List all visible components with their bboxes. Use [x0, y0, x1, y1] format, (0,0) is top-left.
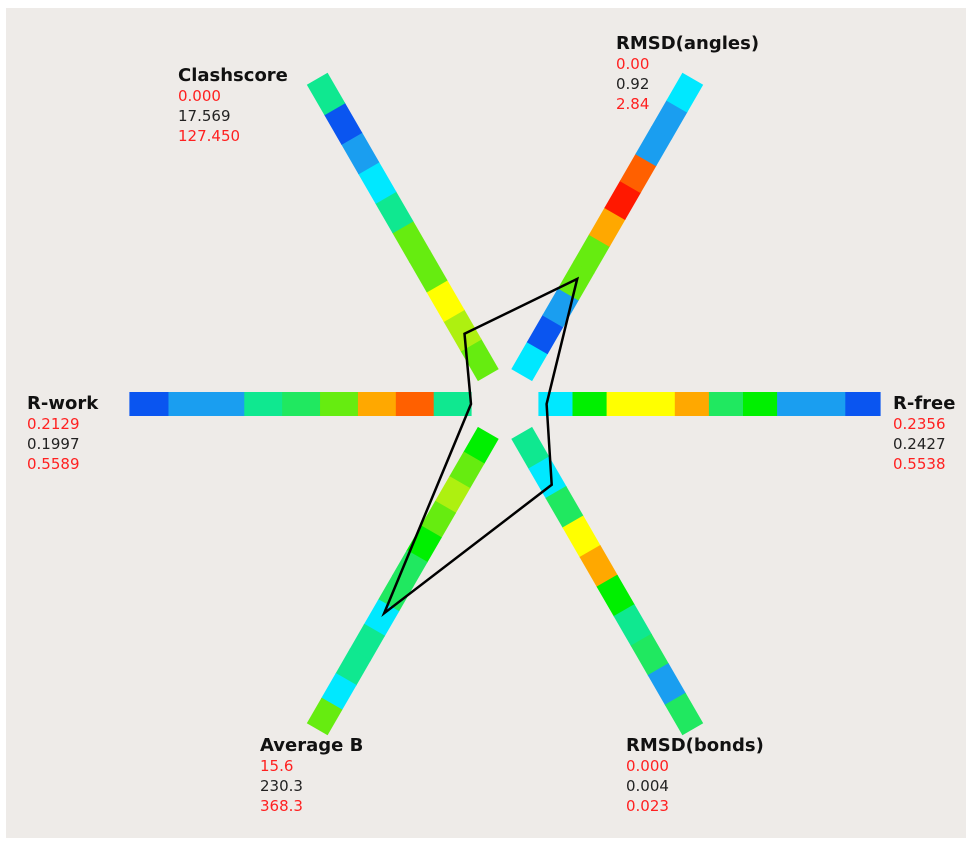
axis-label-rmsd-angles: RMSD(angles) 0.00 0.92 2.84: [616, 34, 759, 114]
band-r_free-7: [777, 392, 813, 416]
band-rmsd_bonds-7: [630, 633, 670, 677]
axis-value: 0.92: [616, 75, 650, 93]
band-average_b-6: [377, 574, 414, 613]
band-rmsd_angles-6: [604, 180, 642, 220]
band-r_work-6: [205, 392, 245, 416]
band-r_work-7: [167, 392, 207, 416]
band-rmsd_angles-4: [573, 233, 611, 274]
axis-max: 0.5589: [27, 455, 80, 473]
band-clashscore-5: [375, 190, 414, 234]
band-r_free-4: [674, 392, 711, 416]
axis-label-clashscore: Clashscore 0.000 17.569 127.450: [178, 66, 288, 146]
axis-max: 0.023: [626, 797, 669, 815]
band-rmsd_bonds-1: [528, 456, 567, 500]
axis-label-r-free: R-free 0.2356 0.2427 0.5538: [893, 394, 955, 474]
axis-value: 0.1997: [27, 435, 80, 453]
axis-min: 0.000: [626, 757, 669, 775]
band-clashscore-7: [340, 131, 380, 175]
axis-title: Average B: [260, 735, 364, 756]
band-rmsd_angles-9: [650, 99, 688, 140]
band-rmsd_bonds-3: [562, 515, 601, 559]
band-rmsd_bonds-2: [545, 485, 584, 529]
axis-max: 0.5538: [893, 455, 946, 473]
band-rmsd_bonds-6: [613, 604, 653, 647]
axis-title: Clashscore: [178, 65, 288, 86]
band-r_free-6: [743, 392, 779, 416]
band-clashscore-6: [357, 161, 397, 204]
band-average_b-1: [448, 451, 485, 490]
band-rmsd_bonds-9: [664, 692, 704, 736]
axis-max: 368.3: [260, 797, 303, 815]
axis-title: RMSD(angles): [616, 33, 760, 54]
axis-min: 0.2356: [893, 415, 946, 433]
band-rmsd_bonds-0: [511, 426, 550, 470]
band-rmsd_angles-10: [666, 72, 704, 113]
axis-max: 127.450: [178, 127, 241, 145]
band-r_free-3: [640, 392, 676, 416]
band-r_free-0: [538, 392, 574, 416]
band-r_work-8: [129, 392, 169, 416]
band-clashscore-1: [443, 308, 482, 352]
band-rmsd_bonds-5: [596, 574, 635, 618]
band-clashscore-4: [392, 220, 431, 263]
band-average_b-5: [392, 549, 428, 588]
band-clashscore-8: [323, 102, 363, 145]
band-average_b-11: [306, 697, 343, 736]
band-average_b-3: [420, 500, 457, 539]
band-rmsd_angles-5: [588, 206, 626, 247]
polygon-chart-panel: [6, 8, 966, 838]
axis-min: 0.2129: [27, 415, 80, 433]
axis-label-average-b: Average B 15.6 230.3 368.3: [260, 736, 363, 816]
band-r_work-1: [394, 392, 434, 416]
band-clashscore-2: [426, 279, 465, 323]
value-polygon: [381, 276, 580, 618]
axis-value: 17.569: [178, 107, 231, 125]
axis-title: RMSD(bonds): [626, 735, 764, 756]
band-r_work-2: [356, 392, 396, 416]
band-r_free-2: [606, 392, 642, 416]
band-rmsd_angles-0: [511, 341, 549, 382]
band-r_work-0: [432, 392, 472, 416]
axis-max: 2.84: [616, 95, 650, 113]
band-average_b-2: [434, 476, 471, 514]
axis-min: 0.00: [616, 55, 650, 73]
axis-label-r-work: R-work 0.2129 0.1997 0.5589: [27, 394, 98, 474]
band-average_b-10: [321, 673, 357, 711]
axis-min: 15.6: [260, 757, 294, 775]
band-average_b-4: [406, 525, 442, 564]
band-rmsd_bonds-4: [579, 545, 618, 588]
band-r_work-3: [318, 392, 358, 416]
band-clashscore-0: [460, 338, 499, 382]
axis-value: 0.004: [626, 777, 669, 795]
band-r_free-9: [845, 392, 881, 416]
band-average_b-9: [335, 648, 371, 687]
band-rmsd_angles-1: [526, 314, 564, 355]
axis-label-rmsd-bonds: RMSD(bonds) 0.000 0.004 0.023: [626, 736, 764, 816]
axis-value: 230.3: [260, 777, 303, 795]
axis-bands: [129, 72, 881, 736]
band-rmsd_bonds-8: [647, 663, 687, 706]
band-r_free-5: [708, 392, 745, 416]
band-average_b-8: [349, 623, 386, 662]
band-clashscore-9: [306, 72, 346, 116]
axis-min: 0.000: [178, 87, 221, 105]
band-clashscore-3: [409, 249, 448, 293]
band-r_work-4: [280, 392, 321, 416]
band-r_free-1: [572, 392, 608, 416]
band-average_b-0: [463, 426, 499, 465]
band-r_work-5: [243, 392, 283, 416]
axis-title: R-free: [893, 393, 956, 414]
band-rmsd_angles-8: [635, 126, 673, 167]
band-rmsd_angles-7: [619, 153, 657, 194]
axis-title: R-work: [27, 393, 99, 414]
axis-value: 0.2427: [893, 435, 946, 453]
band-r_free-8: [811, 392, 847, 416]
band-rmsd_angles-2: [542, 287, 580, 328]
